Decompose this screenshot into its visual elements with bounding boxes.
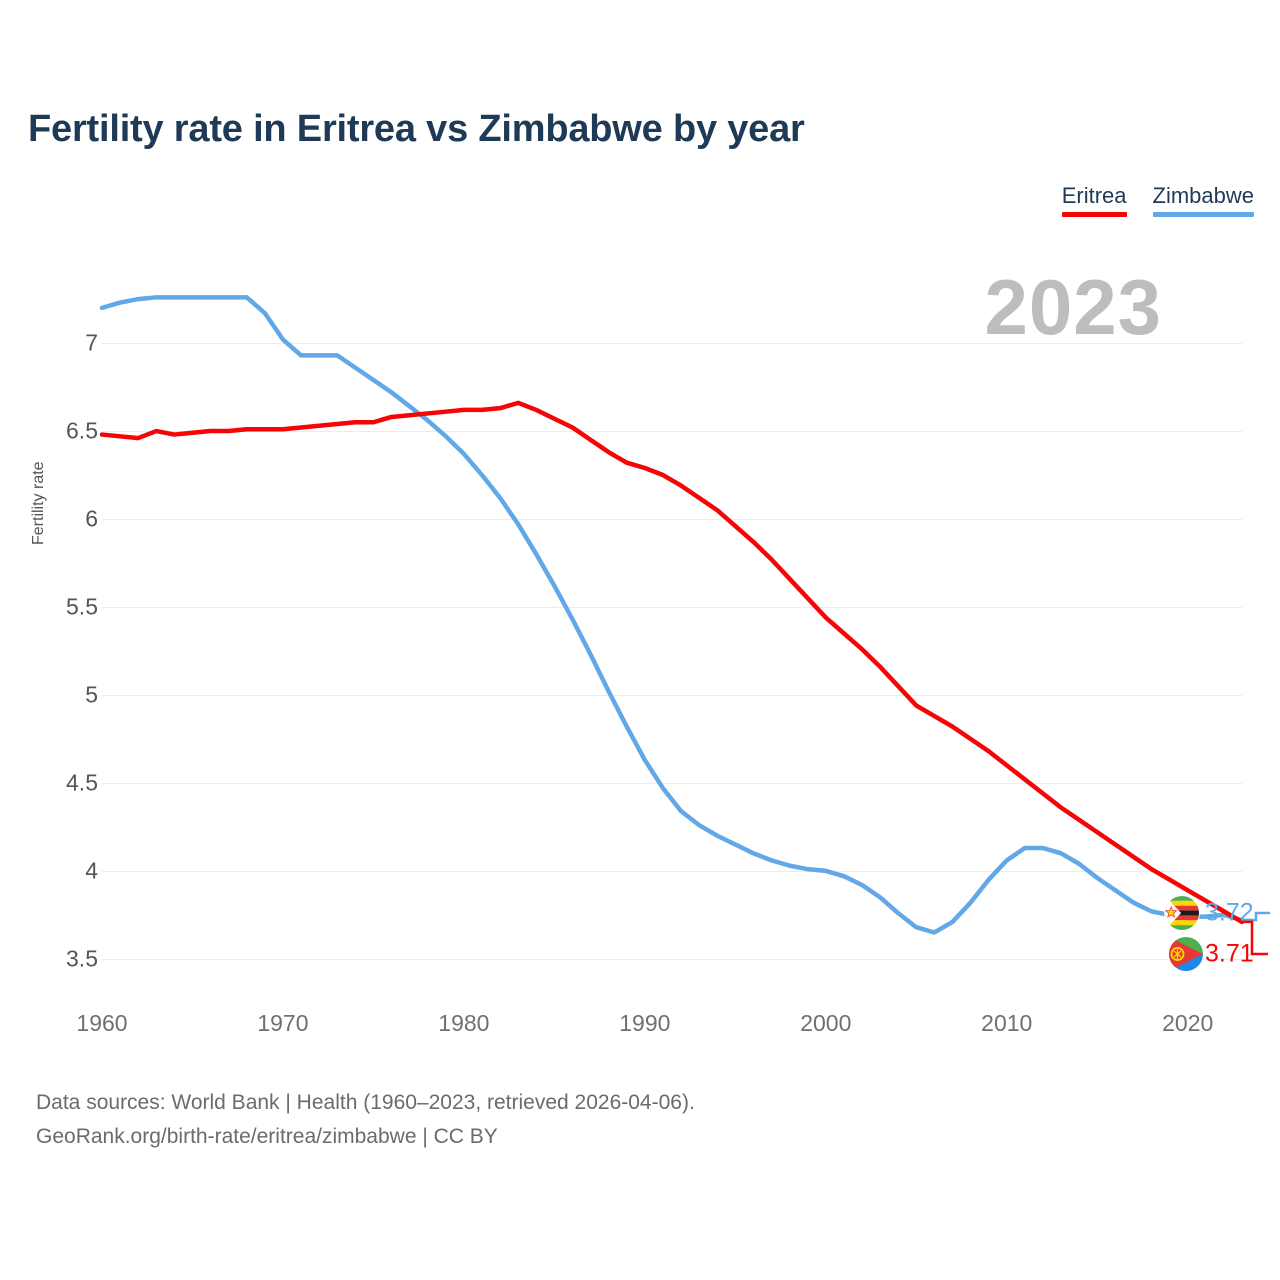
- gridline: [102, 958, 1242, 960]
- gridline: [102, 519, 1242, 520]
- y-tick-label: 7: [85, 329, 98, 356]
- x-tick-label: 1970: [257, 1010, 309, 1036]
- legend-color-swatch-eritrea: [1061, 211, 1127, 217]
- y-tick-label: 3.5: [66, 945, 98, 972]
- footer-attribution: Data sources: World Bank | Health (1960–…: [36, 1086, 695, 1154]
- x-tick-label: 2000: [800, 1010, 852, 1036]
- gridline: [102, 782, 1242, 784]
- legend-item-zimbabwe[interactable]: Zimbabwe: [1152, 183, 1254, 217]
- gridline: [102, 694, 1242, 696]
- legend-label-zimbabwe: Zimbabwe: [1152, 183, 1254, 208]
- end-value-eritrea: 3.71: [1205, 939, 1254, 968]
- page-title: Fertility rate in Eritrea vs Zimbabwe by…: [28, 108, 805, 150]
- x-tick-label: 2020: [1162, 1010, 1214, 1036]
- line-eritrea: [99, 400, 1245, 925]
- footer-line-1: Data sources: World Bank | Health (1960–…: [36, 1091, 695, 1114]
- gridline: [102, 343, 1242, 345]
- flag-icon-eritrea: [1169, 937, 1203, 971]
- legend-color-swatch-zimbabwe: [1152, 211, 1254, 217]
- x-tick-label: 1990: [619, 1010, 671, 1036]
- gridline: [102, 870, 1242, 872]
- footer-line-2: GeoRank.org/birth-rate/eritrea/zimbabwe …: [36, 1125, 498, 1149]
- x-tick-label: 2010: [981, 1010, 1033, 1036]
- chart-legend: Eritrea Zimbabwe: [1061, 183, 1254, 217]
- gridline: [102, 431, 1242, 433]
- y-tick-label: 5.5: [66, 593, 98, 620]
- line-zimbabwe: [99, 295, 1245, 935]
- watermark-year: 2023: [984, 263, 1162, 351]
- y-tick-label: 4.5: [66, 769, 98, 796]
- gridline: [102, 606, 1242, 608]
- y-tick-label: 6.5: [66, 417, 98, 444]
- y-tick-label: 5: [85, 681, 98, 708]
- legend-label-eritrea: Eritrea: [1061, 183, 1127, 208]
- y-axis-ticks: 3.5 4 4.5 5 5.5 6 6.5 7: [0, 0, 98, 1280]
- legend-item-eritrea[interactable]: Eritrea: [1061, 183, 1127, 217]
- flag-icon-zimbabwe: [1165, 896, 1199, 930]
- x-tick-label: 1960: [76, 1010, 128, 1036]
- x-tick-label: 1980: [438, 1010, 490, 1036]
- y-tick-label: 6: [85, 505, 98, 532]
- y-tick-label: 4: [85, 857, 98, 884]
- end-value-zimbabwe: 3.72: [1205, 898, 1254, 927]
